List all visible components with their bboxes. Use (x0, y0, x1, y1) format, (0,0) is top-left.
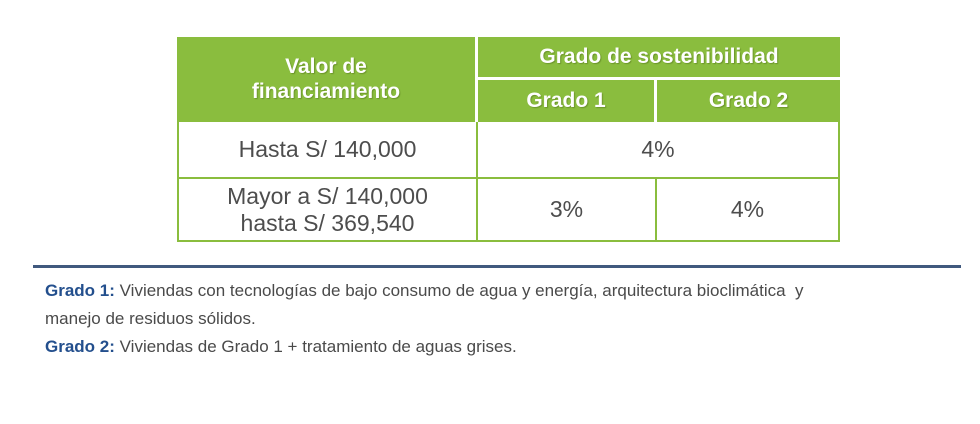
note-grado1-line1: Grado 1: Viviendas con tecnologías de ba… (45, 277, 955, 305)
row1-range-cell: Hasta S/ 140,000 (177, 122, 478, 179)
row2-range-line1: Mayor a S/ 140,000 (227, 183, 428, 210)
note-grado1-text-cont: manejo de residuos sólidos. (45, 309, 256, 328)
row2-rate-grado1-cell: 3% (478, 179, 657, 242)
footnotes: Grado 1: Viviendas con tecnologías de ba… (45, 277, 955, 361)
note-grado1-line2: manejo de residuos sólidos. (45, 305, 955, 333)
row1-range-text: Hasta S/ 140,000 (238, 136, 417, 163)
row1-rate-merged-cell: 4% (478, 122, 840, 179)
row2-rate-grado2-value: 4% (730, 196, 765, 223)
note-grado1-label: Grado 1: (45, 281, 115, 300)
header-grado-2-label: Grado 2 (708, 88, 789, 112)
row2-rate-grado1-value: 3% (549, 196, 584, 223)
horizontal-divider-line (33, 265, 961, 268)
note-grado1-text: Viviendas con tecnologías de bajo consum… (119, 281, 804, 300)
financing-rates-table: Valor de financiamiento Grado de sosteni… (177, 37, 840, 242)
header-cell-financing-value: Valor de financiamiento (177, 37, 478, 122)
header-financing-value-line1: Valor de (285, 55, 367, 79)
row1-rate-value: 4% (641, 136, 675, 163)
row2-rate-grado2-cell: 4% (657, 179, 840, 242)
header-sustainability-label: Grado de sostenibilidad (539, 44, 779, 68)
note-grado2-label: Grado 2: (45, 337, 115, 356)
row2-range-line2: hasta S/ 369,540 (240, 209, 415, 236)
note-grado2-line1: Grado 2: Viviendas de Grado 1 + tratamie… (45, 333, 955, 361)
header-grado-1-label: Grado 1 (526, 88, 606, 112)
header-cell-grado-1: Grado 1 (478, 80, 657, 122)
note-grado2-text: Viviendas de Grado 1 + tratamiento de ag… (119, 337, 517, 356)
header-cell-grado-2: Grado 2 (657, 80, 840, 122)
header-cell-sustainability-group: Grado de sostenibilidad (478, 37, 840, 80)
row2-range-cell: Mayor a S/ 140,000 hasta S/ 369,540 (177, 179, 478, 242)
header-financing-value-line2: financiamiento (251, 79, 401, 103)
